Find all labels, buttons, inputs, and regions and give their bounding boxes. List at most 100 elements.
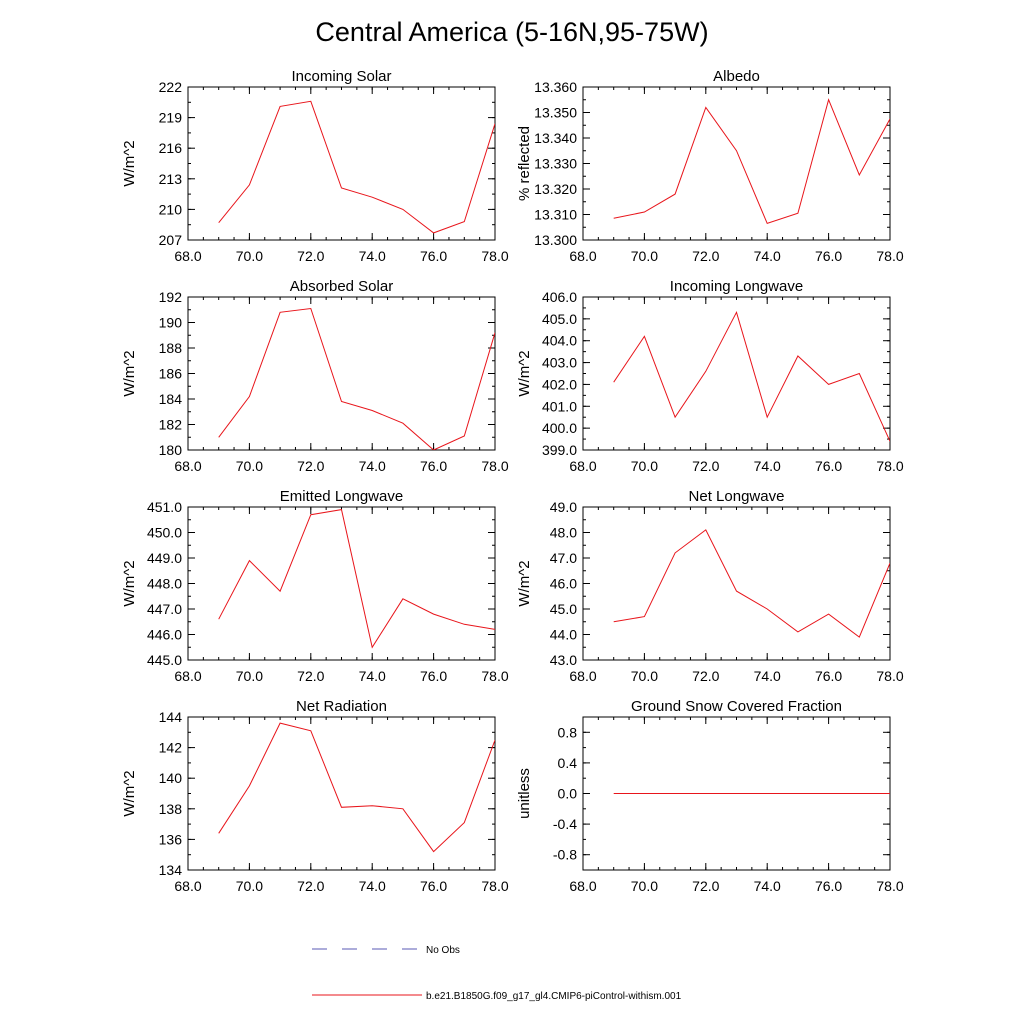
panel-5: Emitted Longwave W/m^2 68.0 70.0 72.0 74.0 76.… — [121, 488, 509, 684]
plot-frame — [187, 506, 496, 661]
y-tick-label: 49.0 — [550, 499, 577, 515]
series-line-1 — [218, 100, 495, 234]
y-tick-label: -0.4 — [553, 816, 577, 832]
x-tick-label: 70.0 — [236, 248, 263, 264]
panel-title: Ground Snow Covered Fraction — [631, 698, 842, 715]
x-tick-label: 72.0 — [692, 248, 719, 264]
y-tick-label: 13.320 — [534, 181, 577, 197]
x-tick-label: 70.0 — [236, 668, 263, 684]
y-tick-label: 405.0 — [542, 311, 577, 327]
series-line-1 — [613, 529, 890, 638]
y-tick-label: 399.0 — [542, 442, 577, 458]
x-tick-label: 78.0 — [876, 458, 903, 474]
y-tick-label: 192 — [159, 289, 183, 305]
y-tick-label: 13.340 — [534, 130, 577, 146]
series-line-1 — [218, 722, 495, 853]
panel-7: Net Radiation W/m^2 68.0 70.0 72.0 74.0 76.0 78… — [121, 698, 509, 894]
x-tick-label: 70.0 — [236, 458, 263, 474]
x-tick-label: 76.0 — [420, 458, 447, 474]
x-tick-label: 76.0 — [815, 458, 842, 474]
y-axis-label: W/m^2 — [121, 770, 138, 816]
y-tick-label: 144 — [159, 709, 183, 725]
y-tick-label: 44.0 — [550, 627, 577, 643]
y-tick-label: 13.350 — [534, 105, 577, 121]
x-tick-label: 68.0 — [569, 248, 596, 264]
x-tick-label: 70.0 — [236, 878, 263, 894]
x-tick-label: 74.0 — [359, 458, 386, 474]
y-tick-label: 13.300 — [534, 232, 577, 248]
x-tick-label: 68.0 — [569, 458, 596, 474]
x-tick-label: 78.0 — [876, 878, 903, 894]
x-tick-label: 76.0 — [815, 878, 842, 894]
y-tick-label: 188 — [159, 340, 183, 356]
x-tick-label: 72.0 — [297, 668, 324, 684]
y-tick-label: 445.0 — [147, 652, 182, 668]
y-axis-label: W/m^2 — [121, 560, 138, 606]
panel-title: Absorbed Solar — [290, 278, 393, 295]
y-tick-label: 138 — [159, 801, 183, 817]
x-tick-label: 74.0 — [359, 248, 386, 264]
x-tick-label: 68.0 — [174, 458, 201, 474]
y-tick-label: 136 — [159, 831, 183, 847]
panel-title: Net Radiation — [296, 698, 387, 715]
panel-title: Incoming Longwave — [670, 278, 803, 295]
series-line-1 — [613, 310, 890, 442]
x-tick-label: 70.0 — [631, 458, 658, 474]
legend-model-label: b.e21.B1850G.f09_g17_gl4.CMIP6-piControl… — [426, 991, 682, 1002]
x-tick-label: 74.0 — [754, 248, 781, 264]
y-tick-label: 213 — [159, 171, 183, 187]
panels: Incoming Solar W/m^2 68.0 70.0 72.0 74.0 76.0 7… — [121, 68, 904, 894]
y-tick-label: 450.0 — [147, 525, 182, 541]
x-tick-label: 70.0 — [631, 668, 658, 684]
panel-1: Incoming Solar W/m^2 68.0 70.0 72.0 74.0 76.0 7… — [121, 68, 509, 264]
x-tick-label: 74.0 — [754, 668, 781, 684]
y-tick-label: 0.8 — [558, 724, 578, 740]
panel-title: Emitted Longwave — [280, 488, 403, 505]
y-tick-label: 406.0 — [542, 289, 577, 305]
main-title: Central America (5-16N,95-75W) — [315, 17, 708, 47]
y-tick-label: 448.0 — [147, 576, 182, 592]
y-tick-label: 47.0 — [550, 550, 577, 566]
y-tick-label: 219 — [159, 110, 183, 126]
y-axis-label: W/m^2 — [516, 560, 533, 606]
series-line-1 — [218, 307, 495, 450]
y-tick-label: 186 — [159, 366, 183, 382]
x-tick-label: 76.0 — [420, 248, 447, 264]
y-tick-label: 46.0 — [550, 576, 577, 592]
panel-6: Net Longwave W/m^2 68.0 70.0 72.0 74.0 76.0 78.… — [516, 488, 904, 684]
x-tick-label: 78.0 — [876, 668, 903, 684]
x-tick-label: 72.0 — [692, 458, 719, 474]
plot-frame — [582, 296, 891, 451]
y-tick-label: 180 — [159, 442, 183, 458]
plot-frame — [187, 86, 496, 241]
x-tick-label: 68.0 — [174, 248, 201, 264]
x-tick-label: 68.0 — [569, 878, 596, 894]
x-tick-label: 72.0 — [297, 248, 324, 264]
y-axis-label: W/m^2 — [121, 140, 138, 186]
plot-frame — [187, 716, 496, 871]
panel-8: Ground Snow Covered Fraction unitless 68.0… — [516, 698, 904, 894]
y-tick-label: 134 — [159, 862, 183, 878]
x-tick-label: 74.0 — [359, 878, 386, 894]
y-tick-label: 45.0 — [550, 601, 577, 617]
y-tick-label: 402.0 — [542, 376, 577, 392]
x-tick-label: 68.0 — [569, 668, 596, 684]
x-tick-label: 76.0 — [420, 668, 447, 684]
y-tick-label: 446.0 — [147, 627, 182, 643]
y-tick-label: 43.0 — [550, 652, 577, 668]
y-tick-label: 13.310 — [534, 207, 577, 223]
y-tick-label: 222 — [159, 79, 183, 95]
x-tick-label: 78.0 — [481, 668, 508, 684]
panel-title: Net Longwave — [689, 488, 785, 505]
plot-frame — [187, 296, 496, 451]
y-tick-label: 210 — [159, 201, 183, 217]
x-tick-label: 72.0 — [692, 668, 719, 684]
y-tick-label: 404.0 — [542, 333, 577, 349]
x-tick-label: 70.0 — [631, 248, 658, 264]
x-tick-label: 78.0 — [876, 248, 903, 264]
x-tick-label: 78.0 — [481, 248, 508, 264]
x-tick-label: 76.0 — [815, 248, 842, 264]
y-tick-label: 401.0 — [542, 398, 577, 414]
y-tick-label: -0.8 — [553, 847, 577, 863]
